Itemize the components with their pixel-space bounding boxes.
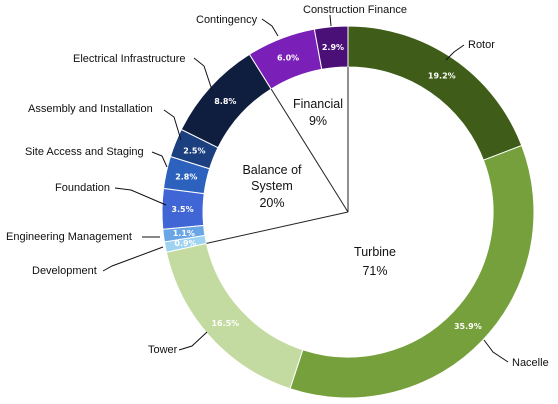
group-name-bos-line1: Balance of xyxy=(242,163,302,177)
category-label-construction-finance: Construction Finance xyxy=(303,4,407,16)
category-label-assembly-and-installation: Assembly and Installation xyxy=(28,103,153,115)
slice-value-labels: 19.2% 35.9% 16.5% 0.9%1.1% 3.5% 2.8% 2.5% 8.8% 6… xyxy=(171,43,481,331)
leader-tower xyxy=(178,331,208,351)
leader-site-access-and-staging xyxy=(151,151,168,168)
leader-development xyxy=(102,246,164,272)
group-dividers xyxy=(206,67,349,244)
slice-value-foundation: 3.5% xyxy=(171,205,193,214)
slice-value-contingency: 6.0% xyxy=(277,54,299,63)
leader-nacelle xyxy=(483,339,509,363)
group-value-turbine: 71% xyxy=(362,264,387,278)
leader-contingency xyxy=(261,18,279,37)
category-label-electrical-infrastructure: Electrical Infrastructure xyxy=(73,53,185,65)
slice-value-site-access-and-staging: 2.8% xyxy=(175,173,197,182)
slice-value-tower: 16.5% xyxy=(211,319,239,328)
category-label-tower: Tower xyxy=(148,344,178,356)
leader-construction-finance xyxy=(329,14,332,27)
leader-rotor xyxy=(445,44,465,61)
category-label-site-access-and-staging: Site Access and Staging xyxy=(25,146,144,158)
slice-value-nacelle: 35.9% xyxy=(454,322,482,331)
group-name-bos-line2: System xyxy=(251,179,293,193)
slice-nacelle xyxy=(289,144,535,399)
leader-electrical-infrastructure xyxy=(193,57,213,91)
donut-slices xyxy=(161,25,535,399)
group-label-balance-of-system: Balance of System 20% xyxy=(242,163,302,210)
leader-lines xyxy=(102,14,509,363)
category-label-contingency: Contingency xyxy=(196,14,258,26)
group-divider-2 xyxy=(270,88,349,213)
category-labels: Rotor Nacelle Tower Development Engineering … xyxy=(6,4,549,369)
group-divider-1 xyxy=(206,211,349,244)
group-label-financial: Financial 9% xyxy=(293,97,343,128)
slice-value-rotor: 19.2% xyxy=(428,72,456,81)
slice-value-assembly-and-installation: 2.5% xyxy=(183,146,205,155)
slice-value-engineering-management: 1.1% xyxy=(173,229,195,238)
slice-rotor xyxy=(347,25,523,161)
group-value-financial: 9% xyxy=(309,114,327,128)
group-value-bos: 20% xyxy=(259,196,284,210)
group-name-turbine: Turbine xyxy=(354,245,396,259)
leader-foundation xyxy=(114,187,167,206)
category-label-nacelle: Nacelle xyxy=(512,357,549,369)
category-label-development: Development xyxy=(32,265,97,277)
slice-value-electrical-infrastructure: 8.8% xyxy=(214,97,236,106)
slice-value-development: 0.9% xyxy=(174,239,196,248)
slice-tower xyxy=(165,242,304,390)
category-label-rotor: Rotor xyxy=(468,39,495,51)
category-label-foundation: Foundation xyxy=(55,182,110,194)
leader-assembly-and-installation xyxy=(163,109,182,141)
group-label-turbine: Turbine 71% xyxy=(354,245,396,278)
category-label-engineering-management: Engineering Management xyxy=(6,231,132,243)
group-name-financial: Financial xyxy=(293,97,343,111)
slice-value-construction-finance: 2.9% xyxy=(322,43,344,52)
